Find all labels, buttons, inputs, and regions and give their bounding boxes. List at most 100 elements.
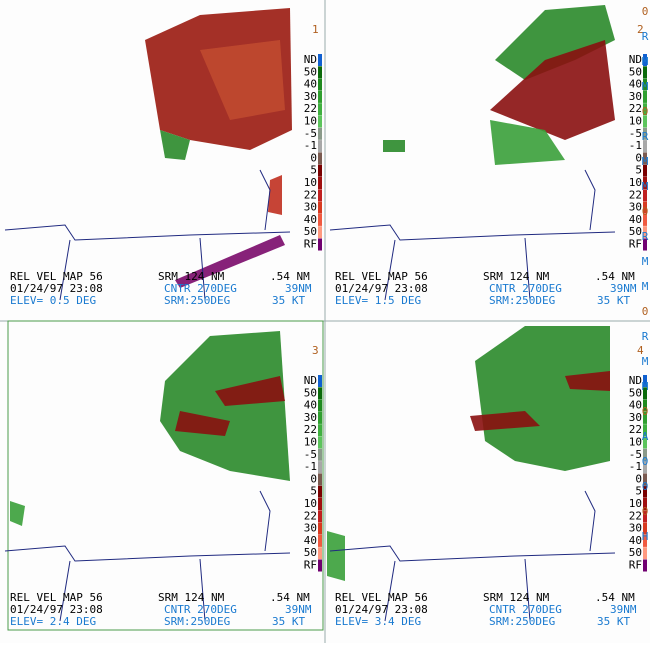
echo-region xyxy=(495,5,615,80)
legend-label: -5 xyxy=(304,448,317,461)
legend-label: 40 xyxy=(629,78,642,91)
side-label: 0 xyxy=(642,105,649,118)
legend-swatch xyxy=(643,140,647,153)
legend-label: 0 xyxy=(310,472,317,485)
legend-label: ND xyxy=(629,53,642,66)
boundary-line xyxy=(384,490,596,622)
storm-speed: 35 KT xyxy=(597,615,630,628)
legend-swatch xyxy=(318,54,322,66)
boundary-line xyxy=(59,169,271,301)
legend-swatch xyxy=(318,164,322,177)
legend-label: 0 xyxy=(635,472,642,485)
legend-swatch xyxy=(643,103,647,116)
legend-label: 50 xyxy=(304,225,317,238)
datetime-label: 01/24/97 23:08 xyxy=(335,282,428,295)
legend-swatch xyxy=(318,448,322,461)
legend-swatch xyxy=(643,399,647,412)
legend-swatch xyxy=(318,201,322,214)
datetime-label: 01/24/97 23:08 xyxy=(10,603,103,616)
legend-swatch xyxy=(318,140,322,153)
product-label: REL VEL MAP 56 xyxy=(335,270,428,283)
legend-swatch xyxy=(318,547,322,560)
side-label: M xyxy=(642,380,649,393)
legend-swatch xyxy=(318,399,322,412)
legend-label: 40 xyxy=(304,213,317,226)
side-label: R xyxy=(642,130,649,143)
legend-label: ND xyxy=(629,374,642,387)
legend-swatch xyxy=(643,510,647,523)
legend-label: RF xyxy=(629,238,642,251)
legend-label: 0 xyxy=(310,151,317,164)
echo-region xyxy=(215,376,285,406)
side-label: M xyxy=(642,255,649,268)
echo-region xyxy=(475,326,610,471)
legend-swatch xyxy=(318,387,322,400)
product-label: REL VEL MAP 56 xyxy=(10,591,103,604)
legend-label: 10 xyxy=(304,497,317,510)
range-label: SRM 124 NM xyxy=(158,270,225,283)
datetime-label: 01/24/97 23:08 xyxy=(10,282,103,295)
legend-label: 10 xyxy=(629,115,642,128)
legend-label: 50 xyxy=(304,386,317,399)
legend-swatch xyxy=(643,66,647,79)
echo-region xyxy=(268,175,282,215)
side-label: A xyxy=(642,430,649,443)
legend-swatch xyxy=(318,90,322,103)
legend-swatch xyxy=(318,522,322,535)
legend-swatch xyxy=(318,177,322,189)
panel-number: 2 xyxy=(637,23,644,36)
elevation-label: ELEV= 1.5 DEG xyxy=(335,294,421,307)
resolution-label: .54 NM xyxy=(595,270,635,283)
side-label: R xyxy=(642,230,649,243)
panel-number: 4 xyxy=(637,344,644,357)
storm-motion: SRM:250DEG xyxy=(164,615,230,628)
center-range: 39NM xyxy=(610,282,637,295)
legend-label: 30 xyxy=(629,522,642,535)
legend-label: -5 xyxy=(304,127,317,140)
legend-swatch xyxy=(643,201,647,214)
legend-swatch xyxy=(643,127,647,140)
legend-label: 50 xyxy=(629,65,642,78)
legend-swatch xyxy=(318,213,322,226)
legend-swatch xyxy=(318,66,322,79)
legend-swatch xyxy=(643,177,647,189)
legend-label: 5 xyxy=(635,164,642,177)
storm-motion: SRM:250DEG xyxy=(164,294,230,307)
legend-label: 10 xyxy=(304,436,317,449)
legend-swatch xyxy=(643,54,647,66)
legend-label: 10 xyxy=(304,115,317,128)
legend-label: 30 xyxy=(629,201,642,214)
legend-swatch xyxy=(643,226,647,239)
legend-label: 40 xyxy=(629,213,642,226)
legend-swatch xyxy=(318,436,322,449)
legend-swatch xyxy=(318,152,322,165)
selected-frame xyxy=(7,320,324,631)
legend-swatch xyxy=(318,485,322,498)
side-label: M xyxy=(642,155,649,168)
storm-motion: SRM:250DEG xyxy=(489,294,555,307)
legend-label: 22 xyxy=(304,102,317,115)
echo-region xyxy=(160,130,190,160)
storm-speed: 35 KT xyxy=(597,294,630,307)
boundary-line xyxy=(4,545,291,562)
product-label: REL VEL MAP 56 xyxy=(10,270,103,283)
legend-label: 40 xyxy=(304,78,317,91)
legend-swatch xyxy=(318,238,322,251)
legend-label: 30 xyxy=(304,201,317,214)
legend-swatch xyxy=(318,103,322,116)
legend-swatch xyxy=(643,115,647,128)
legend-swatch xyxy=(318,559,322,572)
side-label: M xyxy=(642,280,649,293)
legend-swatch xyxy=(643,559,647,572)
legend-label: 50 xyxy=(304,65,317,78)
legend-label: -5 xyxy=(629,448,642,461)
boundary-line xyxy=(329,545,616,562)
legend-label: 22 xyxy=(304,509,317,522)
legend-label: -1 xyxy=(629,139,642,152)
side-label: M xyxy=(642,180,649,193)
center-label: CNTR 270DEG xyxy=(489,603,562,616)
